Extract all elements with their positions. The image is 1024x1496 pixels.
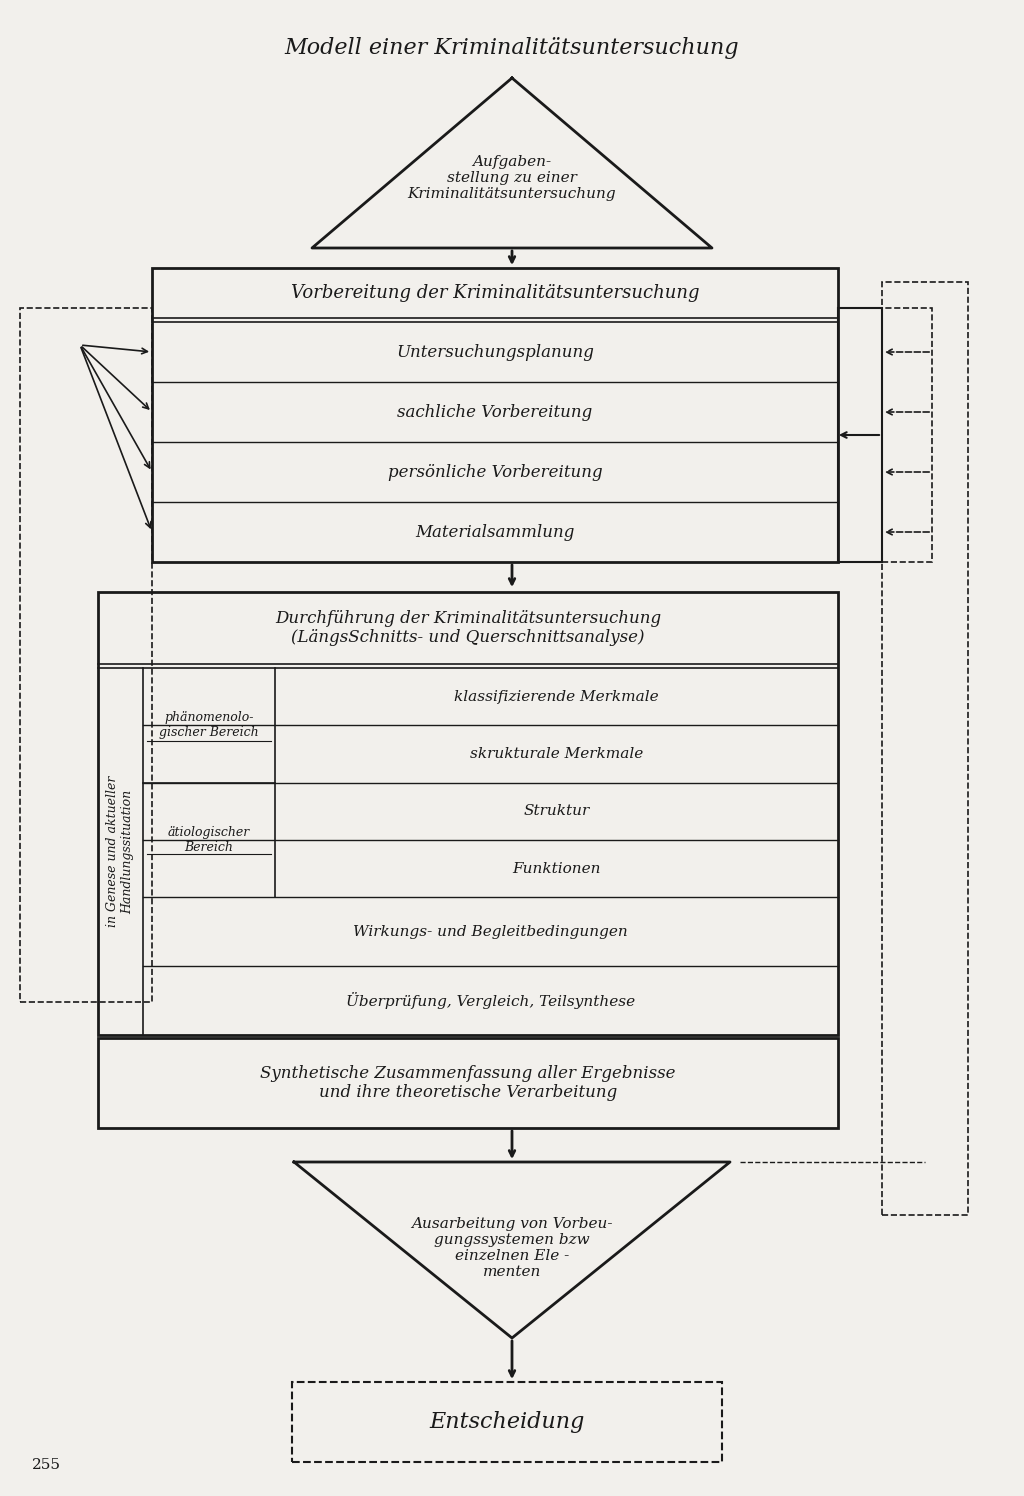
Text: in Genese und aktueller
Handlungssituation: in Genese und aktueller Handlungssituati… [106,776,134,928]
Bar [882,283,968,1215]
Text: Aufgaben-
stellung zu einer
Kriminalitätsuntersuchung: Aufgaben- stellung zu einer Kriminalität… [408,154,616,200]
Bar [98,1038,838,1128]
Text: Synthetische Zusammenfassung aller Ergebnisse
und ihre theoretische Verarbeitung: Synthetische Zusammenfassung aller Ergeb… [260,1065,676,1101]
Text: phänomenolo-
gischer Bereich: phänomenolo- gischer Bereich [159,711,259,739]
Text: skrukturale Merkmale: skrukturale Merkmale [470,747,643,761]
Text: Entscheidung: Entscheidung [429,1411,585,1433]
Text: 255: 255 [32,1459,61,1472]
Bar [882,308,932,562]
Text: sachliche Vorbereitung: sachliche Vorbereitung [397,404,593,420]
Text: Untersuchungsplanung: Untersuchungsplanung [396,344,594,361]
Text: Materialsammlung: Materialsammlung [416,524,574,540]
Text: Funktionen: Funktionen [512,862,601,875]
Bar [838,308,882,562]
Text: klassifizierende Merkmale: klassifizierende Merkmale [455,690,658,703]
Text: Struktur: Struktur [523,805,590,818]
Bar [98,592,838,1035]
Text: ätiologischer
Bereich: ätiologischer Bereich [168,826,250,854]
Text: Wirkungs- und Begleitbedingungen: Wirkungs- und Begleitbedingungen [353,925,628,939]
Text: Durchführung der Kriminalitätsuntersuchung
(LängsSchnitts- und Querschnittsanaly: Durchführung der Kriminalitätsuntersuchu… [274,610,662,646]
Bar [20,308,152,1002]
Text: Ausarbeitung von Vorbeu-
gungssystemen bzw
einzelnen Ele -
menten: Ausarbeitung von Vorbeu- gungssystemen b… [412,1216,612,1279]
Bar [152,268,838,562]
Text: Überprüfung, Vergleich, Teilsynthese: Überprüfung, Vergleich, Teilsynthese [346,992,635,1010]
Text: Vorbereitung der Kriminalitätsuntersuchung: Vorbereitung der Kriminalitätsuntersuchu… [291,284,699,302]
Text: Modell einer Kriminalitätsuntersuchung: Modell einer Kriminalitätsuntersuchung [285,37,739,58]
Bar [292,1382,722,1462]
Text: persönliche Vorbereitung: persönliche Vorbereitung [388,464,602,480]
